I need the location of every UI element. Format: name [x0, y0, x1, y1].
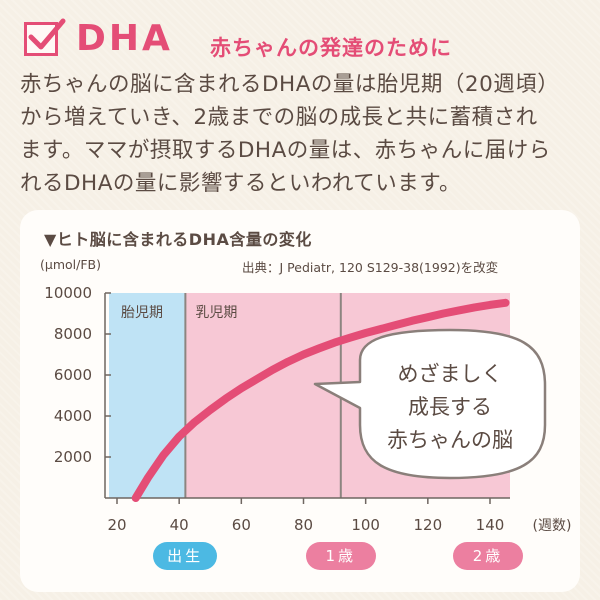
checkmark-icon [28, 18, 66, 50]
intro-line: れるDHAの量に影響するといわれています。 [20, 171, 462, 196]
dha-series-line [131, 298, 510, 502]
x-tick-label: 120 [414, 516, 443, 534]
region-fetal [109, 293, 186, 498]
callout-text: めざましく 成長する 赤ちゃんの脳 [360, 358, 540, 457]
y-tick-label: 10000 [44, 284, 92, 302]
checkbox-icon [24, 18, 66, 56]
intro-line: ます。ママが摂取するDHAの量は、赤ちゃんに届けら [20, 138, 551, 163]
x-tick-label: 40 [170, 516, 189, 534]
x-tick-label: 80 [294, 516, 313, 534]
y-tick-label: 4000 [54, 407, 92, 425]
y-tick-label: 8000 [54, 325, 92, 343]
age-marker-pill: 出生 [153, 542, 218, 570]
x-tick-label: 60 [232, 516, 251, 534]
x-tick-label: 20 [107, 516, 126, 534]
x-axis-label: (週数) [533, 518, 572, 534]
y-tick-label: 6000 [54, 366, 92, 384]
region-label-infant: 乳児期 [195, 305, 237, 321]
intro-paragraph: 赤ちゃんの脳に含まれるDHAの量は胎児期（20週頃） から増えていき、2歳までの… [20, 68, 592, 200]
age-marker-pill: 2歳 [453, 542, 523, 570]
region-label-fetal: 胎児期 [121, 305, 163, 321]
callout-line: 成長する [408, 395, 492, 419]
page-subtitle: 赤ちゃんの発達のために [210, 36, 452, 60]
callout-line: めざましく [397, 362, 503, 386]
chart-source: 出典：J Pediatr, 120 S129-38(1992)を改変 [242, 260, 499, 275]
chart-title: ▼ヒト脳に含まれるDHA含量の変化 [44, 230, 312, 249]
intro-line: から増えていき、2歳までの脳の成長と共に蓄積され [20, 105, 538, 130]
x-tick-label: 100 [351, 516, 380, 534]
callout-bubble [313, 328, 547, 480]
intro-line: 赤ちゃんの脳に含まれるDHAの量は胎児期（20週頃） [20, 72, 560, 97]
page-header: DHA 赤ちゃんの発達のために [24, 18, 584, 62]
age-marker-pill: 1歳 [305, 542, 376, 570]
y-axis-unit: (μmol/FB) [40, 257, 101, 272]
y-tick-label: 2000 [54, 448, 92, 466]
callout-line: 赤ちゃんの脳 [387, 428, 513, 452]
page-title: DHA [76, 18, 173, 59]
x-tick-label: 140 [476, 516, 505, 534]
